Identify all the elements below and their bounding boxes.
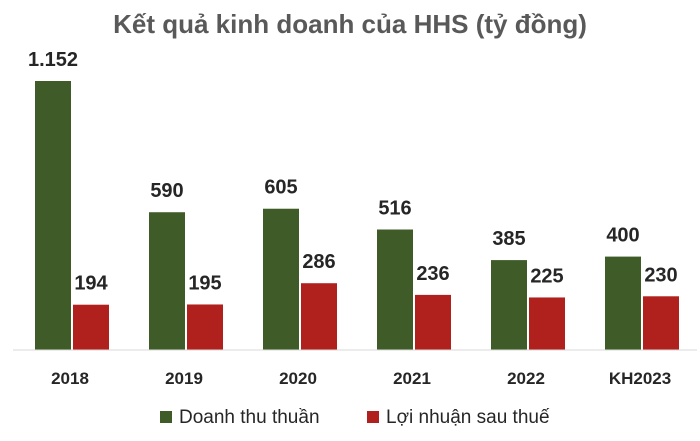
value-label-doanh-thu-2019: 590 (150, 180, 183, 202)
bar-loi-nhuan-2020 (301, 283, 337, 350)
bar-loi-nhuan-2018 (73, 304, 109, 350)
bar-doanh-thu-2020 (263, 208, 299, 350)
value-label-doanh-thu-2018: 1.152 (28, 49, 78, 71)
bar-doanh-thu-2022 (491, 260, 527, 350)
x-tick-2019: 2019 (165, 369, 203, 388)
value-label-doanh-thu-2021: 516 (378, 198, 411, 220)
bar-loi-nhuan-2021 (415, 294, 451, 350)
value-label-doanh-thu-2020: 605 (264, 177, 297, 199)
bar-doanh-thu-kh2023 (605, 256, 641, 350)
value-label-loi-nhuan-kh2023: 230 (644, 264, 677, 286)
bar-doanh-thu-2021 (377, 229, 413, 350)
value-label-doanh-thu-kh2023: 400 (606, 225, 639, 247)
x-tick-2022: 2022 (507, 369, 545, 388)
legend: Doanh thu thuần Lợi nhuận sau thuế (160, 407, 550, 428)
value-label-doanh-thu-2022: 385 (492, 228, 525, 250)
x-axis-ticks: 2018 2019 2020 2021 2022 KH2023 (51, 369, 671, 388)
bar-loi-nhuan-2019 (187, 304, 223, 350)
legend-swatch-loi-nhuan (367, 411, 379, 423)
bar-loi-nhuan-2022 (529, 297, 565, 350)
bar-loi-nhuan-kh2023 (643, 296, 679, 350)
x-tick-2020: 2020 (279, 369, 317, 388)
legend-label-loi-nhuan: Lợi nhuận sau thuế (386, 407, 550, 428)
bars-group (35, 81, 679, 350)
legend-swatch-doanh-thu (160, 411, 172, 423)
bar-doanh-thu-2018 (35, 81, 71, 350)
value-label-loi-nhuan-2018: 194 (74, 273, 108, 295)
bar-doanh-thu-2019 (149, 212, 185, 350)
x-tick-kh2023: KH2023 (609, 369, 671, 388)
legend-label-doanh-thu: Doanh thu thuần (179, 407, 320, 428)
value-label-loi-nhuan-2022: 225 (530, 265, 563, 287)
value-label-loi-nhuan-2020: 286 (302, 251, 335, 273)
value-label-loi-nhuan-2021: 236 (416, 263, 449, 285)
chart-title: Kết quả kinh doanh của HHS (tỷ đồng) (113, 9, 587, 39)
value-label-loi-nhuan-2019: 195 (188, 272, 221, 294)
x-tick-2021: 2021 (393, 369, 431, 388)
x-tick-2018: 2018 (51, 369, 89, 388)
